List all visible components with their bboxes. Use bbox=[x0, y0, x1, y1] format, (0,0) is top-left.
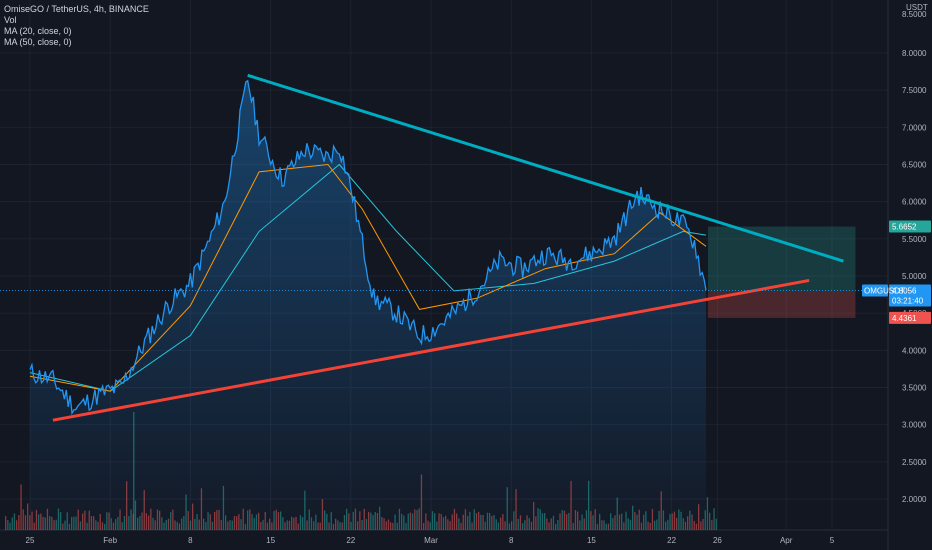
target-price-tag-bg bbox=[889, 220, 931, 233]
x-tick-label: 25 bbox=[26, 536, 35, 545]
price-line bbox=[29, 79, 707, 416]
y-tick-label: 4.0000 bbox=[902, 346, 927, 355]
volume-bar bbox=[706, 497, 709, 530]
volume-bar bbox=[16, 520, 18, 530]
stop-price-tag-bg bbox=[889, 311, 931, 324]
last-price-countdown: 03:21:40 bbox=[892, 296, 924, 305]
volume-bar bbox=[7, 520, 9, 530]
ma50-line bbox=[29, 163, 707, 392]
volume-bar bbox=[11, 517, 13, 530]
x-tick-label: 5 bbox=[830, 536, 835, 545]
ma20-line bbox=[29, 163, 707, 392]
y-tick-label: 8.0000 bbox=[902, 49, 927, 58]
target-price-tag: 5.6652 bbox=[892, 223, 917, 232]
x-tick-label: Mar bbox=[424, 536, 438, 545]
last-price-value: 4.8056 bbox=[892, 286, 917, 295]
y-tick-label: 7.5000 bbox=[902, 86, 927, 95]
legend-vol[interactable]: Vol bbox=[4, 15, 17, 25]
x-tick-label: Apr bbox=[780, 536, 793, 545]
currency-label: USDT bbox=[906, 3, 928, 12]
volume-bar bbox=[24, 515, 27, 530]
volume-bar bbox=[9, 522, 11, 530]
x-tick-label: 8 bbox=[188, 536, 193, 545]
x-tick-label: 15 bbox=[587, 536, 596, 545]
volume-bar bbox=[29, 515, 31, 530]
legend-ma20[interactable]: MA (20, close, 0) bbox=[4, 26, 72, 36]
volume-bar bbox=[22, 509, 24, 530]
chart-legend: OmiseGO / TetherUS, 4h, BINANCE Vol MA (… bbox=[4, 4, 149, 48]
y-tick-label: 7.0000 bbox=[902, 123, 927, 132]
last-price-tag-bg bbox=[889, 284, 931, 307]
x-tick-label: 22 bbox=[667, 536, 676, 545]
volume-bar bbox=[709, 512, 711, 530]
stop-price-tag: 4.4361 bbox=[892, 314, 917, 323]
legend-symbol[interactable]: OmiseGO / TetherUS, 4h, BINANCE bbox=[4, 4, 149, 14]
y-tick-label-top: 8.5000 bbox=[902, 10, 927, 19]
y-tick-label: 6.0000 bbox=[902, 198, 927, 207]
y-tick-label: 3.5000 bbox=[902, 384, 927, 393]
y-tick-label: 2.0000 bbox=[902, 495, 927, 504]
trendline-upper bbox=[247, 73, 844, 263]
y-tick-label: 5.0000 bbox=[902, 272, 927, 281]
price-area bbox=[30, 80, 706, 530]
y-tick-label: 5.5000 bbox=[902, 235, 927, 244]
x-tick-label: 8 bbox=[509, 536, 514, 545]
symbol-tag: OMGUSDT bbox=[864, 286, 905, 295]
y-tick-label: 2.5000 bbox=[902, 458, 927, 467]
volume-bar bbox=[715, 518, 717, 530]
volume-bar bbox=[27, 503, 29, 530]
y-tick-label: 6.5000 bbox=[902, 161, 927, 170]
volume-bar bbox=[713, 508, 715, 530]
y-tick-label: 3.0000 bbox=[902, 421, 927, 430]
volume-bar bbox=[20, 484, 22, 530]
symbol-tag-bg bbox=[862, 284, 888, 297]
trendline-lower bbox=[52, 278, 810, 422]
x-tick-label: 26 bbox=[713, 536, 722, 545]
x-tick-label: Feb bbox=[103, 536, 117, 545]
legend-ma50[interactable]: MA (50, close, 0) bbox=[4, 37, 72, 47]
volume-bar bbox=[711, 520, 713, 530]
stop-zone bbox=[707, 291, 856, 318]
x-tick-label: 22 bbox=[346, 536, 355, 545]
volume-bar bbox=[5, 516, 7, 530]
volume-bar bbox=[18, 515, 20, 530]
volume-bar bbox=[13, 513, 16, 530]
x-tick-label: 15 bbox=[266, 536, 275, 545]
target-zone bbox=[707, 226, 856, 292]
